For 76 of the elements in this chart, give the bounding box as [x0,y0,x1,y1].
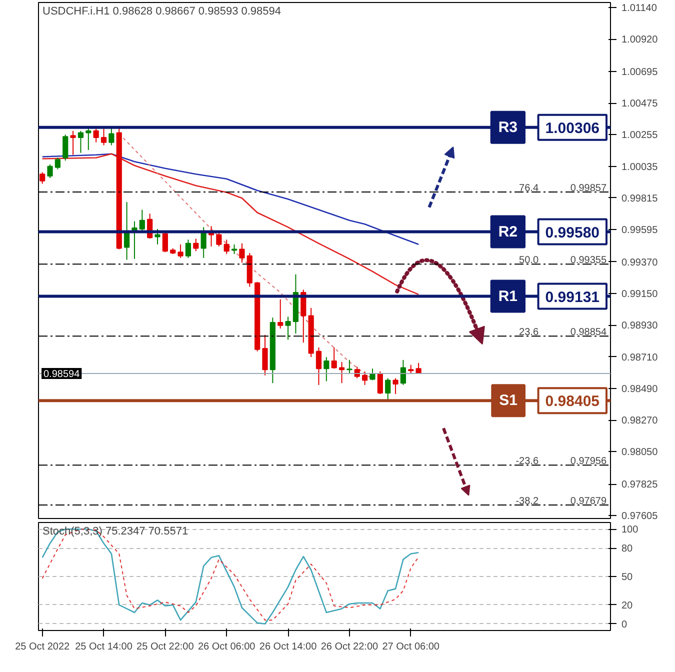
y-tick-label: 1.01140 [622,3,658,14]
y-tick-label: 1.00035 [622,162,658,173]
x-tick-label: 25 Oct 14:00 [75,642,133,652]
x-tick-label: 26 Oct 22:00 [320,642,379,652]
y-tick-label: 0.98270 [622,416,658,427]
y-tick-label: 0.98050 [622,447,658,458]
candlestick [278,298,284,329]
x-tick-label: 27 Oct 06:00 [382,642,440,652]
chart-title: USDCHF.i.H1 0.98628 0.98667 0.98593 0.98594 [42,6,282,18]
y-tick-label: 0.98930 [622,320,658,332]
candlestick [40,172,46,184]
candlestick [78,130,84,154]
text: S1 0.98405 [499,392,600,410]
x-tick-label: 26 Oct 14:00 [259,642,318,652]
text: 50.0 0.99355 [519,255,607,266]
candlestick [316,346,322,386]
candlestick [154,228,160,245]
candlestick [47,164,53,178]
candlestick [185,239,192,258]
candlestick [139,209,145,232]
candlestick [62,134,68,162]
y-tick-label: 0.97825 [622,480,658,491]
candlestick [70,130,76,156]
y-tick-label: 0.98710 [622,352,658,364]
candlestick [324,356,330,382]
candlestick [100,128,107,146]
candlestick [392,378,398,395]
candlestick [200,226,206,258]
candlestick [162,232,168,253]
candlestick [93,128,99,143]
y-tick-label: 1.00695 [622,66,658,78]
x-tick-label: 26 Oct 06:00 [198,642,256,652]
candlestick [239,242,245,264]
y-tick-label: 1.00255 [622,130,658,142]
y-tick-label: 100 [622,524,639,536]
y-tick-label: 80 [622,544,634,555]
candlestick [338,361,345,384]
candlestick [54,157,60,170]
candlestick [331,346,337,370]
x-tick-label: 25 Oct 2022 [15,642,70,652]
candlestick [86,128,92,150]
candlestick [385,378,391,402]
y-tick-label: 0.99370 [622,257,658,268]
y-tick-label: 0 [622,619,628,630]
y-tick-label: 0.99595 [622,225,658,236]
candlestick [346,359,352,374]
line-series [42,153,420,296]
y-tick-label: 0.97605 [622,511,658,522]
text: -23.6 0.97956 [516,456,607,468]
y-tick-label: 0.99150 [622,289,658,300]
candlestick [108,127,114,146]
text: 76.4 0.99857 [519,182,607,194]
candlestick [377,370,383,395]
y-tick-label: 1.00920 [622,34,658,46]
candlestick [178,244,184,258]
text: 23.6 0.98854 [519,327,607,338]
y-tick-label: 1.00475 [622,98,658,110]
text: R3 1.00306 [498,118,600,137]
candlestick [193,238,199,252]
candlestick [216,232,222,247]
candlestick [285,316,291,340]
text: R2 0.99580 [498,223,600,242]
y-tick-label: 0.98490 [622,384,658,395]
candlestick [370,368,376,381]
candlestick [400,359,406,386]
x-tick-label: 25 Oct 22:00 [136,642,194,652]
candlestick [224,239,230,255]
text: -38.2 0.97679 [516,496,607,507]
candlestick [262,334,268,376]
ref-line-label: 0.98594 [44,368,80,380]
y-tick-label: 50 [622,572,634,583]
line-series [42,153,420,246]
text: R1 0.99131 [498,288,600,306]
y-tick-label: 0.99815 [622,193,658,204]
candlestick [362,370,368,386]
y-tick-label: 20 [622,600,634,612]
